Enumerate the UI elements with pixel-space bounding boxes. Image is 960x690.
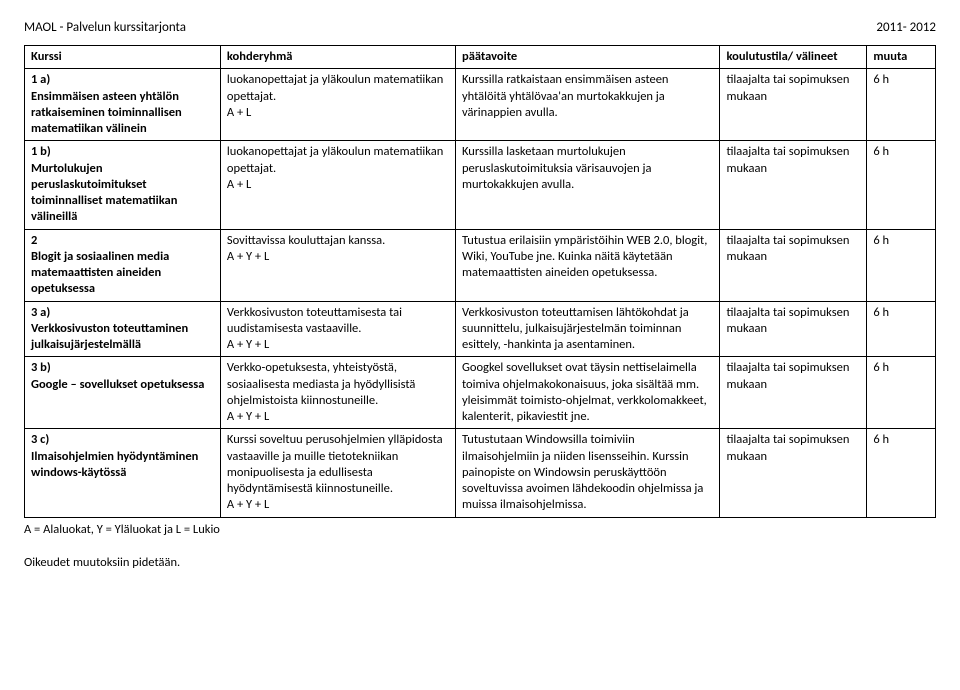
cell-muuta: 6 h [867, 229, 936, 301]
cell-paatavoite: Kurssilla ratkaistaan ensimmäisen asteen… [455, 69, 719, 141]
page-header: MAOL - Palvelun kurssitarjonta 2011- 201… [24, 20, 936, 35]
table-row: 1 a)Ensimmäisen asteen yhtälön ratkaisem… [25, 69, 936, 141]
cell-koulutustila: tilaajalta tai sopimuksen mukaan [720, 301, 867, 357]
cell-paatavoite: Kurssilla lasketaan murtolukujen perusla… [455, 141, 719, 229]
cell-kohderyhma: Verkkosivuston toteuttamisesta tai uudis… [220, 301, 455, 357]
cell-kohderyhma: luokanopettajat ja yläkoulun matematiika… [220, 141, 455, 229]
cell-koulutustila: tilaajalta tai sopimuksen mukaan [720, 357, 867, 429]
kurssi-title: Murtolukujen peruslaskutoimitukset toimi… [31, 161, 214, 226]
kurssi-id: 3 c) [31, 432, 214, 448]
cell-paatavoite: Verkkosivuston toteuttamisen lähtökohdat… [455, 301, 719, 357]
cell-kohderyhma: Kurssi soveltuu perusohjelmien ylläpidos… [220, 429, 455, 517]
col-kurssi: Kurssi [25, 46, 221, 69]
cell-kohderyhma: luokanopettajat ja yläkoulun matematiika… [220, 69, 455, 141]
kurssi-title: Google – sovellukset opetuksessa [31, 377, 214, 393]
cell-kurssi: 1 b)Murtolukujen peruslaskutoimitukset t… [25, 141, 221, 229]
cell-paatavoite: Tutustutaan Windowsilla toimiviin ilmais… [455, 429, 719, 517]
col-koulutustila: koulutustila/ välineet [720, 46, 867, 69]
cell-muuta: 6 h [867, 301, 936, 357]
table-row: 1 b)Murtolukujen peruslaskutoimitukset t… [25, 141, 936, 229]
kurssi-id: 2 [31, 233, 214, 249]
course-table: Kurssi kohderyhmä päätavoite koulutustil… [24, 45, 936, 518]
header-title: MAOL - Palvelun kurssitarjonta [24, 20, 186, 35]
kurssi-title: Blogit ja sosiaalinen media matemaattist… [31, 249, 214, 298]
col-muuta: muuta [867, 46, 936, 69]
col-paatavoite: päätavoite [455, 46, 719, 69]
cell-koulutustila: tilaajalta tai sopimuksen mukaan [720, 429, 867, 517]
cell-muuta: 6 h [867, 357, 936, 429]
kurssi-id: 3 a) [31, 305, 214, 321]
kurssi-id: 3 b) [31, 360, 214, 376]
table-row: 3 b)Google – sovellukset opetuksessaVerk… [25, 357, 936, 429]
rights-note: Oikeudet muutoksiin pidetään. [24, 555, 936, 570]
kurssi-title: Ilmaisohjelmien hyödyntäminen windows-kä… [31, 449, 214, 482]
cell-kurssi: 3 b)Google – sovellukset opetuksessa [25, 357, 221, 429]
cell-koulutustila: tilaajalta tai sopimuksen mukaan [720, 229, 867, 301]
table-row: 3 c)Ilmaisohjelmien hyödyntäminen window… [25, 429, 936, 517]
kurssi-id: 1 b) [31, 144, 214, 160]
cell-muuta: 6 h [867, 69, 936, 141]
kurssi-id: 1 a) [31, 72, 214, 88]
cell-paatavoite: Googkel sovellukset ovat täysin nettisel… [455, 357, 719, 429]
cell-muuta: 6 h [867, 141, 936, 229]
table-row: 2Blogit ja sosiaalinen media matemaattis… [25, 229, 936, 301]
cell-kurssi: 3 c)Ilmaisohjelmien hyödyntäminen window… [25, 429, 221, 517]
cell-kohderyhma: Sovittavissa kouluttajan kanssa. A + Y +… [220, 229, 455, 301]
header-year: 2011- 2012 [876, 20, 936, 35]
cell-kurssi: 2Blogit ja sosiaalinen media matemaattis… [25, 229, 221, 301]
kurssi-title: Verkkosivuston toteuttaminen julkaisujär… [31, 321, 214, 354]
table-row: 3 a)Verkkosivuston toteuttaminen julkais… [25, 301, 936, 357]
cell-muuta: 6 h [867, 429, 936, 517]
cell-kohderyhma: Verkko-opetuksesta, yhteistyöstä, sosiaa… [220, 357, 455, 429]
cell-koulutustila: tilaajalta tai sopimuksen mukaan [720, 69, 867, 141]
kurssi-title: Ensimmäisen asteen yhtälön ratkaiseminen… [31, 89, 214, 138]
cell-kurssi: 1 a)Ensimmäisen asteen yhtälön ratkaisem… [25, 69, 221, 141]
cell-paatavoite: Tutustua erilaisiin ympäristöihin WEB 2.… [455, 229, 719, 301]
table-header-row: Kurssi kohderyhmä päätavoite koulutustil… [25, 46, 936, 69]
cell-kurssi: 3 a)Verkkosivuston toteuttaminen julkais… [25, 301, 221, 357]
cell-koulutustila: tilaajalta tai sopimuksen mukaan [720, 141, 867, 229]
legend-note: A = Alaluokat, Y = Yläluokat ja L = Luki… [24, 522, 936, 537]
col-kohderyhma: kohderyhmä [220, 46, 455, 69]
